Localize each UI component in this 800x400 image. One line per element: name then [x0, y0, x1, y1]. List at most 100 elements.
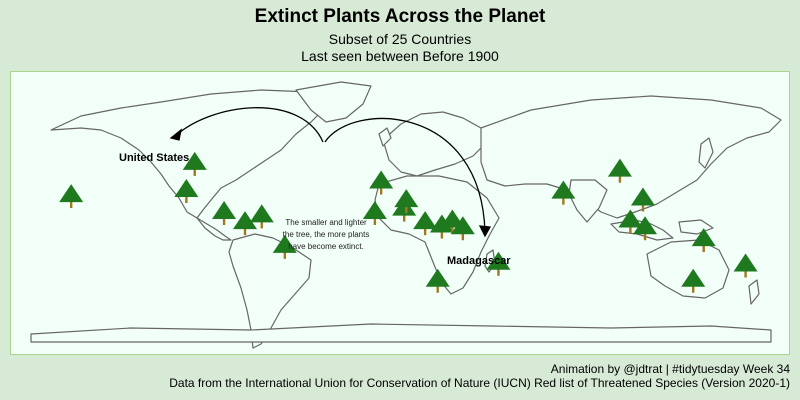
tree-marker	[413, 211, 438, 236]
tree-trunk	[193, 165, 196, 176]
tree-marker	[681, 268, 706, 293]
map-panel: The smaller and lighter the tree, the mo…	[10, 71, 790, 355]
tree-trunk	[497, 265, 500, 276]
north-america-outline	[50, 89, 327, 219]
chart-subtitle: Subset of 25 Countries Last seen between…	[0, 31, 800, 65]
europe-outline	[382, 111, 488, 177]
tree-marker	[618, 209, 643, 234]
caption: Animation by @jdtrat | #tidytuesday Week…	[169, 362, 790, 390]
tree-trunk	[618, 172, 622, 183]
antarctica-outline	[30, 323, 772, 343]
tree-foliage	[59, 184, 84, 203]
tree-trunk	[643, 230, 647, 241]
label-united-states: United States	[119, 152, 190, 164]
tree-trunk	[405, 203, 408, 214]
label-madagascar: Madagascar	[447, 255, 511, 267]
tree-marker	[630, 187, 655, 212]
japan-outline	[698, 137, 714, 169]
annotation-arrows	[169, 107, 492, 238]
arrowhead-madagascar	[478, 225, 492, 238]
tree-marker	[607, 158, 632, 183]
tree-marker	[633, 216, 658, 241]
tree-foliage	[272, 234, 297, 253]
chart-title: Extinct Plants Across the Planet	[254, 6, 546, 27]
world-map	[30, 81, 782, 349]
tree-foliage	[249, 204, 274, 223]
tree-marker	[249, 204, 274, 229]
tree-trunk	[436, 282, 439, 293]
arrowhead-united-states	[169, 128, 182, 141]
tree-marker	[691, 228, 716, 253]
tree-marker	[425, 268, 450, 293]
subtitle-line-countries: Subset of 25 Countries	[328, 31, 472, 47]
greenland-outline	[295, 81, 372, 123]
tree-foliage	[182, 151, 207, 170]
tree-foliage	[630, 187, 655, 206]
subtitle-line-period: Last seen between Before 1900	[301, 48, 499, 64]
tree-foliage	[233, 211, 258, 230]
tree-marker	[212, 201, 237, 225]
tree-foliage	[691, 228, 716, 247]
tree-foliage	[425, 268, 450, 287]
tree-trunk	[402, 211, 406, 222]
tree-markers	[59, 151, 758, 293]
tree-foliage	[174, 178, 199, 197]
tree-marker	[369, 170, 394, 195]
tree-trunk	[283, 248, 287, 259]
tree-foliage	[369, 170, 394, 189]
tree-marker	[174, 178, 199, 203]
tree-marker	[551, 180, 576, 205]
tree-trunk	[379, 184, 383, 195]
tree-foliage	[450, 216, 475, 235]
tree-trunk	[629, 223, 632, 234]
tree-foliage	[486, 251, 511, 270]
tree-marker	[362, 201, 387, 225]
tree-marker	[733, 253, 758, 278]
tree-trunk	[641, 201, 645, 212]
tree-foliage	[607, 158, 632, 177]
tree-trunk	[451, 223, 454, 234]
country-outlines	[30, 81, 782, 349]
tree-foliage	[429, 214, 454, 233]
tree-trunk	[69, 198, 73, 209]
australia-outline	[646, 239, 730, 299]
tree-trunk	[692, 282, 695, 293]
tree-trunk	[744, 267, 747, 278]
credit-line: Animation by @jdtrat | #tidytuesday Week…	[550, 362, 790, 376]
annotation-note: The smaller and lighter the tree, the mo…	[282, 218, 370, 251]
tree-marker	[429, 214, 454, 239]
tree-trunk	[562, 194, 565, 205]
tree-trunk	[243, 225, 247, 236]
tree-foliage	[551, 180, 576, 199]
new-zealand-outline	[748, 279, 760, 305]
tree-foliage	[413, 211, 438, 230]
source-line: Data from the International Union for Co…	[169, 376, 790, 390]
tree-foliage	[618, 209, 643, 228]
central-america-outline	[196, 217, 232, 241]
tree-foliage	[681, 268, 706, 287]
tree-trunk	[222, 215, 226, 225]
tree-marker	[394, 189, 419, 214]
tree-foliage	[733, 253, 758, 272]
tree-trunk	[461, 230, 465, 241]
arrow-to-madagascar	[324, 118, 486, 233]
tree-marker	[182, 151, 207, 176]
tree-trunk	[260, 218, 263, 229]
tree-marker	[486, 251, 511, 276]
arrow-to-united-states	[172, 107, 324, 143]
tree-foliage	[394, 189, 419, 208]
tree-marker	[233, 211, 258, 236]
new-guinea-outline	[678, 219, 714, 235]
tree-trunk	[702, 242, 705, 253]
asia-outline	[480, 95, 782, 219]
tree-trunk	[373, 215, 377, 225]
tree-marker	[272, 234, 297, 259]
tree-marker	[59, 184, 84, 209]
tree-trunk	[440, 228, 444, 239]
tree-marker	[450, 216, 475, 241]
tree-foliage	[212, 201, 237, 219]
tree-trunk	[423, 225, 427, 236]
tree-foliage	[633, 216, 658, 235]
tree-trunk	[185, 192, 188, 203]
tree-foliage	[362, 201, 387, 219]
